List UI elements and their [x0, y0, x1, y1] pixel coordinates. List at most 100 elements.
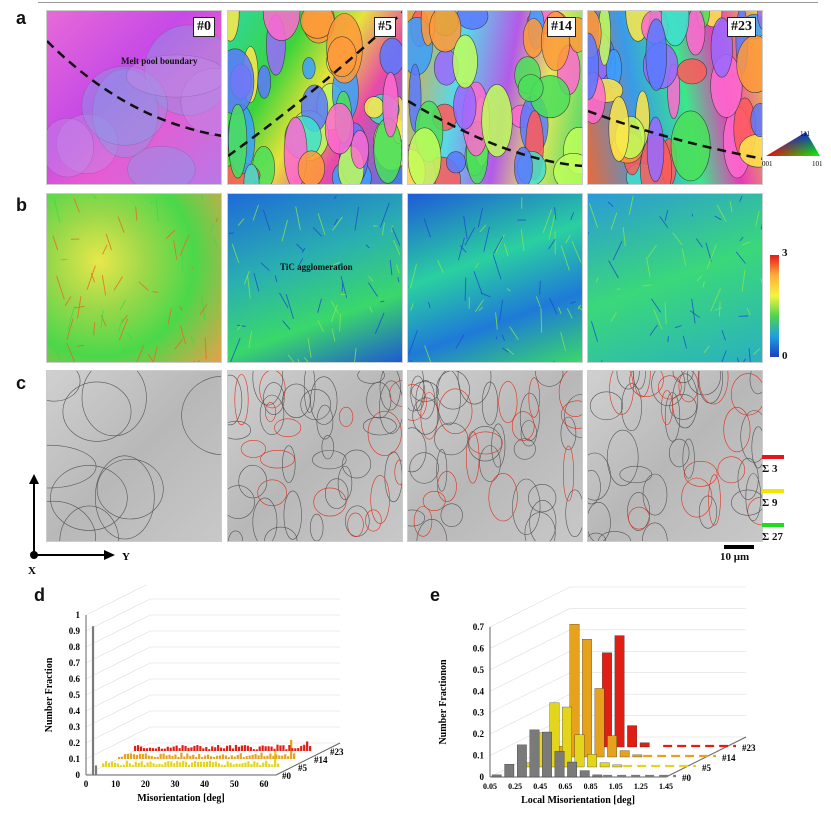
bar — [574, 734, 585, 768]
bar — [594, 688, 605, 758]
bar — [212, 756, 216, 759]
melt-pool-boundary-line — [408, 99, 582, 168]
bar — [204, 774, 207, 775]
legend-swatch-sigma27 — [762, 523, 784, 527]
bar — [172, 774, 175, 775]
bar — [214, 747, 217, 751]
bar — [145, 748, 149, 751]
bar — [567, 761, 578, 778]
melt-pool-annotation: Melt pool boundary — [121, 56, 198, 66]
series-label: #23 — [742, 743, 756, 753]
bar — [260, 752, 263, 759]
legend-label-sigma3: Σ 3 — [762, 463, 778, 475]
bar — [288, 745, 291, 751]
bar — [152, 763, 155, 767]
ytick-label: 0.3 — [473, 708, 485, 718]
xtick-label: 1.45 — [659, 782, 673, 791]
bar — [275, 754, 278, 759]
ytick-label: 0.2 — [473, 729, 485, 739]
ytick-label: 0.5 — [69, 690, 81, 700]
ipf-key: 111 001 101 — [760, 128, 830, 172]
bar — [160, 774, 163, 775]
bar — [237, 774, 240, 775]
ytick-label: 1 — [76, 610, 81, 620]
ytick-label: 0.7 — [69, 658, 81, 668]
bar — [125, 760, 128, 767]
ytick-label: 0.8 — [69, 642, 81, 652]
bar — [175, 774, 178, 775]
ytick-label: 0.4 — [69, 706, 81, 716]
bar — [210, 774, 213, 775]
bar — [234, 744, 238, 751]
bar — [116, 763, 120, 767]
bar — [248, 755, 251, 759]
chart-local-misorientation: 0 0.1 0.2 0.3 0.4 0.5 0.6 0.7 0.05 0.25 0.45 0.65 0.… — [438, 586, 756, 806]
bar — [185, 761, 188, 767]
bar — [274, 751, 277, 767]
bar — [265, 760, 268, 767]
bar — [157, 774, 160, 775]
bar — [218, 755, 222, 759]
bar — [504, 763, 515, 778]
band-contrast-map-1 — [227, 370, 403, 542]
bar — [225, 774, 228, 775]
bar — [167, 761, 170, 767]
bar — [245, 756, 248, 759]
bar — [175, 745, 178, 751]
bar — [136, 774, 139, 775]
bar — [208, 749, 211, 751]
bar — [137, 762, 140, 767]
bar — [303, 744, 306, 751]
ipf-map-2: #14 — [407, 10, 583, 185]
bar — [237, 746, 241, 751]
bar — [104, 761, 108, 767]
bar — [241, 763, 244, 767]
ytick-label: 0 — [76, 770, 81, 780]
bar — [193, 745, 196, 751]
bar — [192, 754, 195, 759]
ipf-111: 111 — [800, 130, 810, 138]
bar — [216, 774, 219, 775]
bar — [228, 745, 232, 751]
bar — [140, 761, 143, 767]
bar — [214, 761, 217, 767]
xtick-label: 1.25 — [634, 782, 648, 791]
bar — [113, 762, 117, 767]
tic-annotation: TiC agglomeration — [280, 262, 353, 272]
bar — [582, 638, 592, 758]
bar — [251, 754, 254, 759]
ipf-map-0: #0 Melt pool boundary — [46, 10, 222, 185]
bar — [199, 746, 202, 751]
bar — [282, 745, 285, 751]
panel-label-a: a — [16, 8, 27, 28]
bar — [106, 774, 109, 775]
bar — [222, 774, 225, 775]
bar — [107, 762, 111, 767]
bar — [290, 739, 293, 759]
bar — [195, 774, 198, 775]
bar — [266, 755, 269, 759]
bar — [202, 761, 206, 767]
bar — [284, 754, 287, 759]
bar — [154, 748, 157, 751]
ytick-label: 0.9 — [69, 626, 81, 636]
bar — [223, 748, 226, 751]
bar — [297, 748, 300, 751]
ipf-101: 101 — [812, 160, 823, 168]
bar — [211, 746, 214, 751]
kam-map-1: TiC agglomeration — [227, 193, 403, 363]
bar — [179, 762, 182, 767]
bar — [164, 762, 167, 767]
sample-tag: #5 — [374, 17, 396, 37]
bar — [529, 729, 540, 778]
bar — [554, 751, 565, 778]
series-label: #0 — [682, 773, 692, 783]
panel-label-c: c — [16, 373, 27, 393]
bar — [165, 755, 168, 759]
band-contrast-map-0 — [46, 370, 222, 542]
bar — [143, 764, 146, 767]
x-axis-label: Misorientation [deg] — [137, 793, 225, 804]
bar — [220, 764, 223, 767]
bar — [267, 746, 270, 751]
bar — [168, 754, 171, 759]
